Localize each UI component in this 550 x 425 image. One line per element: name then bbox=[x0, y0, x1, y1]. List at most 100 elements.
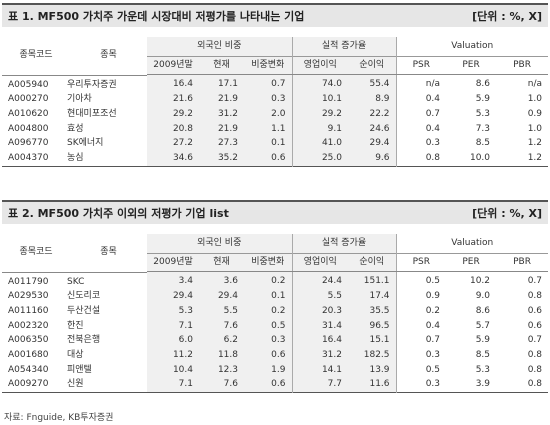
stock-code-cell: A005940 bbox=[8, 79, 49, 90]
table1-col-per: PER bbox=[446, 56, 497, 75]
net-income-growth-cell: 15.1 bbox=[348, 333, 397, 349]
net-income-growth-cell: 17.4 bbox=[348, 289, 397, 304]
per-cell: 8.6 bbox=[475, 79, 491, 90]
op-income-growth-cell: 31.2 bbox=[291, 348, 348, 363]
stock-code-cell: A009270 bbox=[8, 379, 49, 390]
table2-header-name: 종목 bbox=[100, 247, 117, 258]
foreign-2009-cell: 7.1 bbox=[147, 318, 199, 334]
stock-name-cell: 우리투자증권 bbox=[67, 79, 117, 90]
psr-cell: 0.8 bbox=[395, 151, 447, 167]
table2: 종목코드 종목 외국인 비중 실적 증가율 Valuation 2009년말 현… bbox=[2, 234, 549, 393]
stock-code-cell: A010620 bbox=[8, 108, 49, 119]
table2-col-net-income: 순이익 bbox=[348, 253, 397, 272]
table2-col-pbr: PBR bbox=[496, 253, 549, 272]
psr-cell: 0.4 bbox=[395, 121, 447, 137]
table-row: A002320 한진 7.1 7.6 0.5 31.4 96.5 0.4 5.7 0.6 bbox=[2, 318, 548, 334]
pbr-cell: 0.6 bbox=[527, 305, 543, 316]
table1-header-growth: 실적 증가율 bbox=[291, 37, 397, 57]
pbr-cell: 0.8 bbox=[527, 291, 543, 302]
psr-cell: 0.5 bbox=[395, 362, 447, 378]
table-row: A096770 SK에너지 27.2 27.3 0.1 41.0 29.4 0.3 8.5 1.2 bbox=[2, 136, 548, 152]
table-row: A029530 신도리코 29.4 29.4 0.1 5.5 17.4 0.9 9.0 0.8 bbox=[2, 289, 548, 304]
table1-col-op-income: 영업이익 bbox=[291, 56, 348, 75]
stock-code-cell: A096770 bbox=[8, 138, 49, 149]
op-income-growth-cell: 5.5 bbox=[291, 289, 348, 304]
pbr-cell: n/a bbox=[527, 79, 543, 90]
foreign-change-cell: 0.1 bbox=[244, 289, 292, 304]
stock-name-cell: 효성 bbox=[67, 123, 84, 134]
table1-title: 표 1. MF500 가치주 가운데 시장대비 저평가를 나타내는 기업 bbox=[8, 10, 305, 23]
table-row: A054340 피앤텔 10.4 12.3 1.9 14.1 13.9 0.5 5.3 0.8 bbox=[2, 362, 548, 378]
stock-name-cell: 농심 bbox=[67, 153, 84, 164]
foreign-current-cell: 27.3 bbox=[199, 136, 244, 152]
stock-name-cell: 기아차 bbox=[67, 94, 92, 105]
foreign-current-cell: 35.2 bbox=[199, 151, 244, 167]
foreign-2009-cell: 5.3 bbox=[147, 303, 199, 319]
pbr-cell: 0.8 bbox=[527, 350, 543, 361]
pbr-cell: 0.9 bbox=[527, 108, 543, 119]
table2-header-code: 종목코드 bbox=[19, 247, 53, 258]
foreign-change-cell: 0.2 bbox=[244, 303, 292, 319]
net-income-growth-cell: 96.5 bbox=[348, 318, 397, 334]
net-income-growth-cell: 35.5 bbox=[348, 303, 397, 319]
net-income-growth-cell: 55.4 bbox=[348, 75, 397, 93]
op-income-growth-cell: 7.7 bbox=[291, 377, 348, 393]
foreign-change-cell: 0.7 bbox=[244, 75, 292, 93]
per-cell: 9.0 bbox=[475, 291, 491, 302]
stock-code-cell: A000270 bbox=[8, 94, 49, 105]
per-cell: 8.6 bbox=[475, 305, 491, 316]
table2-header-valuation: Valuation bbox=[395, 234, 549, 254]
foreign-2009-cell: 34.6 bbox=[147, 151, 199, 167]
op-income-growth-cell: 41.0 bbox=[291, 136, 348, 152]
foreign-change-cell: 0.6 bbox=[244, 377, 292, 393]
table-row: A001680 대상 11.2 11.8 0.6 31.2 182.5 0.3 8.5 0.8 bbox=[2, 348, 548, 363]
pbr-cell: 0.8 bbox=[527, 379, 543, 390]
table-row: A011790 SKC 3.4 3.6 0.2 24.4 151.1 0.5 10.2 0.7 bbox=[2, 272, 548, 290]
table2-col-psr: PSR bbox=[395, 253, 447, 272]
table1-col-psr: PSR bbox=[395, 56, 447, 75]
stock-code-cell: A004370 bbox=[8, 153, 49, 164]
pbr-cell: 1.2 bbox=[527, 153, 543, 164]
op-income-growth-cell: 25.0 bbox=[291, 151, 348, 167]
per-cell: 10.0 bbox=[469, 153, 491, 164]
table-row: A000270 기아차 21.6 21.9 0.3 10.1 8.9 0.4 5.9 1.0 bbox=[2, 92, 548, 107]
foreign-current-cell: 5.5 bbox=[199, 303, 244, 319]
foreign-change-cell: 0.6 bbox=[244, 348, 292, 363]
psr-cell: 0.3 bbox=[395, 377, 447, 393]
table2-col-current: 현재 bbox=[199, 253, 244, 272]
per-cell: 7.3 bbox=[475, 123, 491, 134]
op-income-growth-cell: 74.0 bbox=[291, 75, 348, 93]
per-cell: 5.3 bbox=[475, 364, 491, 375]
per-cell: 10.2 bbox=[469, 276, 491, 287]
per-cell: 5.7 bbox=[475, 320, 491, 331]
stock-code-cell: A029530 bbox=[8, 291, 49, 302]
psr-cell: 0.5 bbox=[395, 272, 447, 290]
table2-col-2009: 2009년말 bbox=[147, 253, 199, 272]
net-income-growth-cell: 182.5 bbox=[348, 348, 397, 363]
table2-unit: [단위 : %, X] bbox=[472, 207, 542, 220]
stock-name-cell: 두산건설 bbox=[67, 305, 101, 316]
net-income-growth-cell: 8.9 bbox=[348, 92, 397, 107]
table1-col-change: 비중변화 bbox=[244, 56, 292, 75]
foreign-2009-cell: 11.2 bbox=[147, 348, 199, 363]
foreign-change-cell: 0.1 bbox=[244, 136, 292, 152]
psr-cell: 0.7 bbox=[395, 333, 447, 349]
stock-name-cell: SK에너지 bbox=[67, 138, 104, 149]
foreign-current-cell: 6.2 bbox=[199, 333, 244, 349]
op-income-growth-cell: 20.3 bbox=[291, 303, 348, 319]
source-note: 자료: Fnguide, KB투자증권 bbox=[4, 413, 114, 423]
table2-titlebar: 표 2. MF500 가치주 이외의 저평가 기업 list [단위 : %, … bbox=[2, 200, 548, 224]
table1-titlebar: 표 1. MF500 가치주 가운데 시장대비 저평가를 나타내는 기업 [단위… bbox=[2, 3, 548, 27]
op-income-growth-cell: 10.1 bbox=[291, 92, 348, 107]
foreign-2009-cell: 27.2 bbox=[147, 136, 199, 152]
per-cell: 5.3 bbox=[475, 108, 491, 119]
net-income-growth-cell: 22.2 bbox=[348, 106, 397, 122]
table1-header-name: 종목 bbox=[100, 50, 117, 61]
foreign-change-cell: 0.3 bbox=[244, 92, 292, 107]
foreign-current-cell: 29.4 bbox=[199, 289, 244, 304]
foreign-change-cell: 0.3 bbox=[244, 333, 292, 349]
op-income-growth-cell: 31.4 bbox=[291, 318, 348, 334]
table-row: A011160 두산건설 5.3 5.5 0.2 20.3 35.5 0.2 8.6 0.6 bbox=[2, 303, 548, 319]
net-income-growth-cell: 151.1 bbox=[348, 272, 397, 290]
